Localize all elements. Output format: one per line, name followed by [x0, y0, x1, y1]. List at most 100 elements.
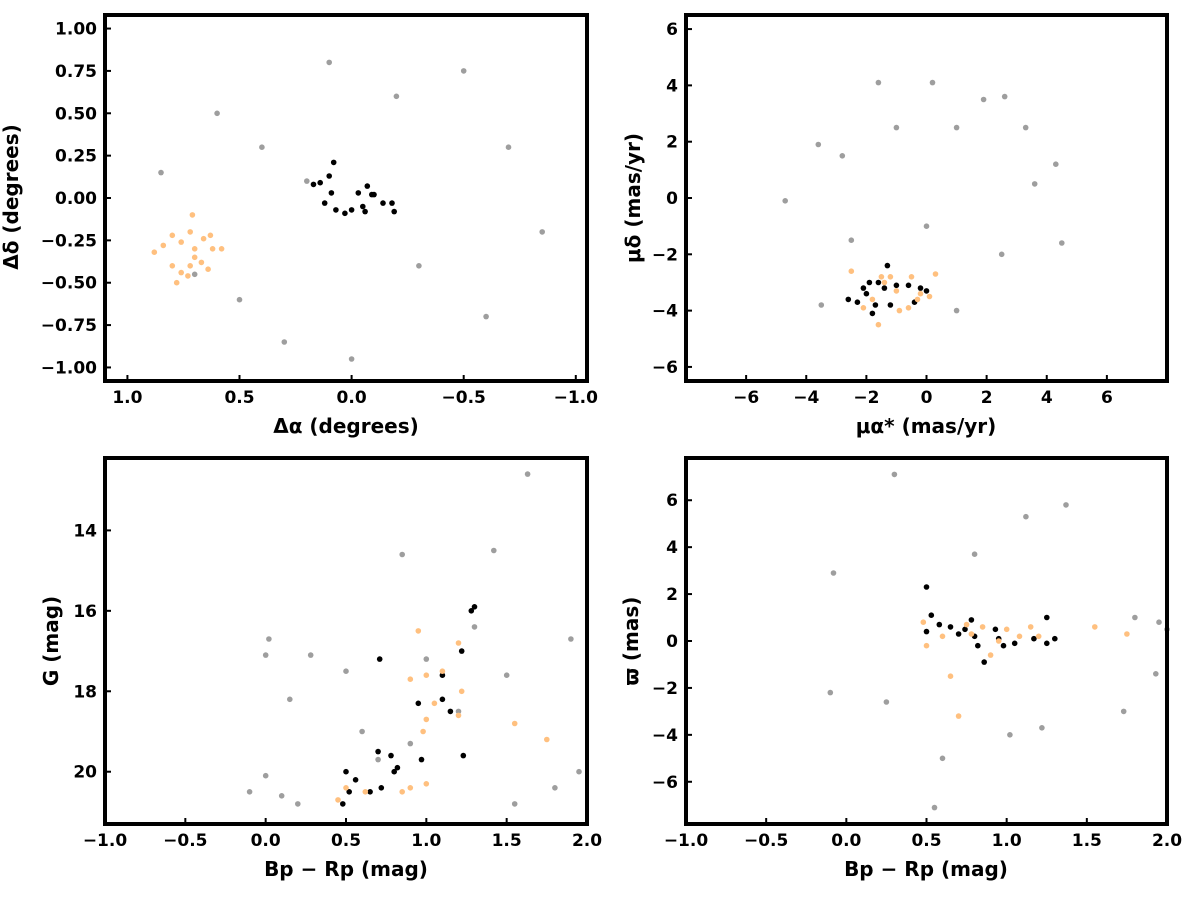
panel-2-field-point: [247, 789, 253, 795]
panel-3-group-point: [988, 652, 994, 658]
panel-0-group-point: [170, 263, 176, 269]
panel-2-cluster-point: [448, 709, 454, 715]
panel-0-xlabel: Δα (degrees): [273, 414, 419, 438]
panel-2-group-point: [343, 785, 349, 791]
panel-3-cluster-point: [993, 627, 999, 633]
panel-2-x-tick-label: −1.0: [83, 831, 128, 851]
panel-0-field-point: [506, 144, 512, 150]
panel-3-y-tick-label: 6: [666, 491, 678, 511]
panel-3-cluster-point: [948, 624, 954, 630]
panel-2-group-point: [399, 789, 405, 795]
panel-0-cluster-point: [317, 180, 323, 186]
panel-1-field-point: [849, 237, 855, 243]
panel-3-cluster-point: [929, 612, 935, 618]
panel-1-cluster-point: [864, 291, 870, 297]
panel-1-group-point: [849, 268, 855, 274]
panel-0-field-point: [461, 68, 467, 74]
panel-0-group-point: [178, 270, 184, 276]
panel-3-cluster-point: [969, 617, 975, 623]
panel-0-ylabel: Δδ (degrees): [0, 124, 23, 270]
panel-1-y-tick-label: −4: [652, 302, 678, 322]
panel-0-cluster-point: [356, 190, 362, 196]
panel-0-cluster-point: [349, 207, 355, 213]
panel-0-group-point: [208, 233, 214, 239]
panel-3-group-point: [924, 643, 930, 649]
panel-0-cluster-point: [365, 183, 371, 189]
panel-2-y-tick-label: 16: [73, 602, 97, 622]
panel-0-group-point: [192, 254, 198, 260]
panel-2-y-tick-label: 14: [73, 521, 97, 541]
panel-1-cluster-point: [906, 283, 912, 289]
panel-3-y-tick-label: 0: [666, 632, 678, 652]
panel-2-ylabel: G (mag): [39, 596, 63, 686]
panel-3-group-point: [969, 631, 975, 637]
panel-0-field-point: [192, 272, 198, 278]
panel-1-cluster-point: [876, 280, 882, 286]
panel-2-field-point: [279, 793, 285, 799]
panel-color-parallax: Bp − Rp (mag) ϖ (mas) −1.0 −0.5 0.0 0.5 1.0 1…: [619, 458, 1182, 881]
panel-3-group-point: [996, 638, 1002, 644]
panel-3-group-point: [1028, 624, 1034, 630]
panel-0-y-tick-label: −0.75: [41, 316, 97, 336]
panel-1-group-point: [897, 308, 903, 314]
panel-1-field-point: [999, 252, 1005, 258]
panel-0-y-tick-label: 0.75: [55, 62, 97, 82]
panel-3-field-point: [1132, 615, 1138, 621]
panel-0-field-point: [416, 263, 422, 269]
panel-0-field-point: [282, 339, 288, 345]
panel-1-cluster-point: [855, 299, 861, 305]
panel-0-cluster-point: [371, 192, 377, 198]
panel-3-group-point: [1036, 634, 1042, 640]
panel-0-group-point: [185, 273, 191, 279]
panel-0-x-tick-label: 0.5: [224, 388, 254, 408]
panel-3-field-point: [1156, 619, 1162, 625]
panel-2-group-point: [456, 713, 462, 719]
panel-0-group-point: [178, 239, 184, 245]
panel-3-field-point: [884, 699, 890, 705]
panel-2-field-point: [472, 624, 478, 630]
panel-0-group-point: [199, 260, 205, 266]
panel-0-field-point: [326, 60, 332, 66]
panel-1-cluster-point: [870, 311, 876, 317]
panel-1-y-tick-label: 0: [666, 189, 678, 209]
panel-3-group-point: [980, 624, 986, 630]
panel-0-group-point: [170, 233, 176, 239]
panel-0-group-point: [192, 246, 198, 252]
panel-3-cluster-point: [924, 629, 930, 635]
panel-0-field-point: [158, 170, 164, 176]
panel-2-field-point: [512, 801, 518, 807]
panel-1-cluster-point: [888, 302, 894, 308]
panel-2-field-point: [552, 785, 558, 791]
panel-1-group-point: [888, 274, 894, 280]
panel-0-x-tick-label: −1.0: [554, 388, 599, 408]
panel-2-field-point: [359, 729, 365, 735]
panel-2-field-point: [525, 471, 531, 477]
panel-1-group-point: [933, 271, 939, 277]
panel-3-group-point: [964, 622, 970, 628]
panel-0-cluster-point: [311, 182, 317, 188]
panel-1-x-tick-label: 6: [1101, 388, 1113, 408]
panel-3-y-tick-label: −4: [652, 726, 678, 746]
panel-1-group-point: [870, 297, 876, 303]
panel-1-field-point: [1053, 161, 1059, 167]
panel-0-y-tick-label: 0.00: [55, 189, 97, 209]
panel-1-x-tick-label: −2: [853, 388, 879, 408]
panel-2-y-tick-label: 18: [73, 682, 97, 702]
panel-0-group-point: [205, 266, 211, 272]
panel-0-cluster-point: [331, 160, 337, 166]
panel-2-field-point: [375, 757, 381, 763]
panel-3-cluster-point: [937, 622, 943, 628]
panel-1-x-tick-label: 0: [921, 388, 933, 408]
panel-0-field-point: [349, 356, 355, 362]
panel-0-cluster-point: [333, 207, 339, 213]
panel-2-group-point: [424, 781, 430, 787]
panel-3-cluster-point: [956, 631, 962, 637]
panel-2-cluster-point: [343, 769, 349, 775]
panel-3-field-point: [940, 756, 946, 762]
panel-0-group-point: [187, 229, 193, 235]
panel-0-group-point: [210, 246, 216, 252]
panel-3-x-tick-label: 2.0: [1152, 831, 1182, 851]
panel-1-field-point: [930, 80, 936, 86]
panel-0-y-tick-label: −1.00: [41, 358, 97, 378]
panel-1-field-point: [894, 125, 900, 131]
